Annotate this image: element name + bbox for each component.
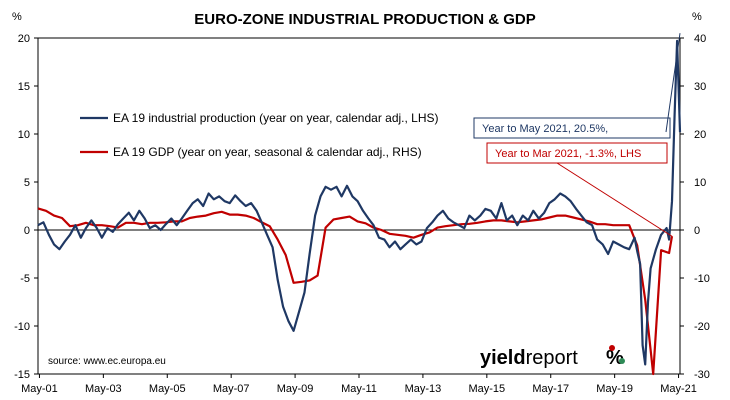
right-tick-label: -10: [694, 273, 710, 285]
x-tick-label: May-19: [596, 383, 633, 395]
plot-area-frame: [37, 37, 681, 375]
right-tick-label: -20: [694, 321, 710, 333]
brand-part2: report: [526, 347, 579, 369]
annotation-text: Year to May 2021, 20.5%,: [482, 123, 608, 135]
annotations: Year to May 2021, 20.5%, Year to Mar 2021…: [473, 33, 681, 237]
left-tick-label: -10: [14, 321, 30, 333]
right-tick-label: 0: [694, 225, 700, 237]
left-tick-label: 10: [18, 129, 30, 141]
brand-dot-red: [609, 345, 615, 351]
x-tick-label: May-07: [213, 383, 250, 395]
right-tick-label: 10: [694, 177, 706, 189]
annotation-text: Year to Mar 2021, -1.3%, LHS: [495, 148, 641, 160]
x-axis: May-01 May-03 May-05 May-07 May-09 May-11 May-…: [21, 374, 697, 395]
annotation-leader: [665, 33, 681, 133]
chart-title: EURO-ZONE INDUSTRIAL PRODUCTION & GDP: [194, 11, 535, 28]
right-tick-label: 40: [694, 33, 706, 45]
left-tick-label: 20: [18, 33, 30, 45]
x-tick-label: May-21: [660, 383, 697, 395]
x-tick-label: May-05: [149, 383, 186, 395]
x-tick-label: May-15: [468, 383, 505, 395]
x-tick-label: May-11: [341, 383, 377, 395]
left-tick-label: -5: [20, 273, 30, 285]
annotation-box: [486, 142, 668, 164]
series-industrial-production-line: [37, 39, 682, 366]
x-tick-label: May-01: [21, 383, 58, 395]
brand-dot-green: [619, 358, 625, 364]
source-note: source: www.ec.europa.eu: [48, 356, 166, 367]
right-tick-label: 20: [694, 129, 706, 141]
x-tick-label: May-17: [532, 383, 569, 395]
annotation-leader: [556, 162, 673, 237]
series-gdp-line: [37, 207, 674, 376]
series-layer: [37, 39, 682, 376]
yieldreport-logo: yieldreport %: [480, 345, 625, 369]
right-axis: 40 30 20 10 0 -10 -20 -30: [680, 33, 710, 381]
brand-part1: yield: [480, 347, 526, 369]
left-tick-label: 0: [24, 225, 30, 237]
right-tick-label: -30: [694, 369, 710, 381]
left-tick-label: 15: [18, 81, 30, 93]
brand-percent-symbol: %: [606, 347, 624, 369]
legend: EA 19 industrial production (year on yea…: [80, 111, 439, 159]
left-tick-label: -15: [14, 369, 30, 381]
left-tick-label: 5: [24, 177, 30, 189]
x-tick-label: May-09: [277, 383, 314, 395]
right-axis-unit: %: [692, 11, 702, 23]
right-tick-label: 30: [694, 81, 706, 93]
svg-text:yieldreport: yieldreport: [480, 347, 578, 369]
legend-label: EA 19 industrial production (year on yea…: [113, 111, 439, 125]
annotation-box: [473, 117, 671, 139]
x-tick-label: May-13: [405, 383, 442, 395]
left-axis: 20 15 10 5 0 -5 -10 -15: [14, 33, 38, 381]
x-tick-label: May-03: [85, 383, 122, 395]
legend-label: EA 19 GDP (year on year, seasonal & cale…: [113, 145, 422, 159]
left-axis-unit: %: [12, 11, 22, 23]
